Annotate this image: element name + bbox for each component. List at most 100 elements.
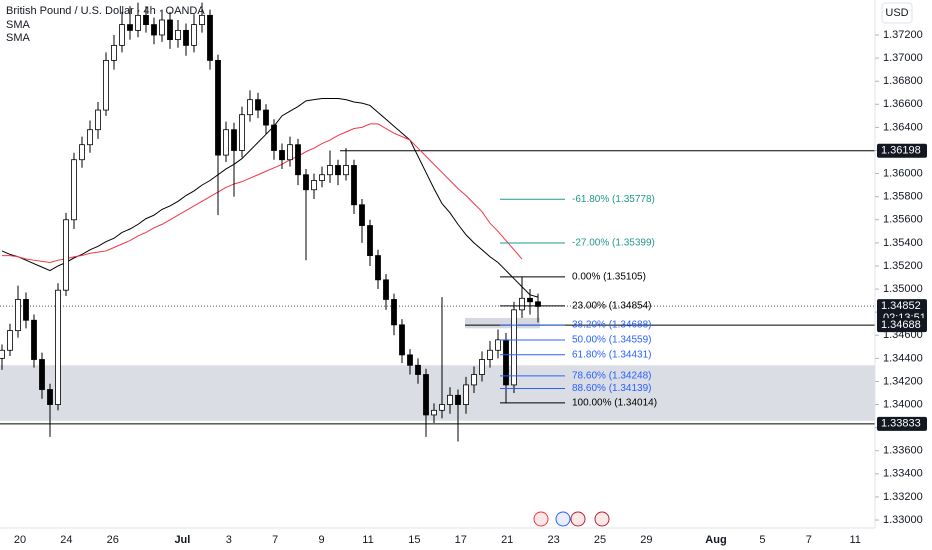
y-tick-label: 1.37000 [883, 52, 923, 64]
candle-body [175, 29, 181, 41]
fib-label: -61.80% (1.35778) [572, 194, 655, 205]
x-tick-label: Jul [174, 534, 190, 546]
candle-body [255, 99, 261, 111]
axes: 1.372001.370001.368001.366001.364001.362… [14, 29, 927, 546]
legend-entry: SMA [6, 32, 31, 44]
candle-body [0, 349, 5, 359]
zone [465, 317, 540, 329]
candle-body [15, 299, 21, 332]
x-tick-label: 17 [455, 534, 467, 546]
y-tick-label: 1.33400 [883, 468, 923, 480]
x-tick-label: 9 [319, 534, 325, 546]
y-tick-label: 1.33600 [883, 445, 923, 457]
candle-body [503, 339, 509, 386]
fib-label: 23.00% (1.34854) [572, 301, 652, 312]
candle-body [279, 150, 285, 161]
event-icon[interactable] [570, 511, 586, 527]
candle-body [207, 14, 213, 61]
candle-body [167, 19, 173, 41]
candle-body [511, 309, 517, 386]
y-tick-label: 1.34200 [883, 375, 923, 387]
x-tick-label: 29 [640, 534, 652, 546]
x-tick-label: 26 [107, 534, 119, 546]
candle-body [63, 219, 69, 291]
price-axis-panel [875, 0, 932, 528]
candle-body [439, 404, 445, 411]
x-tick-label: 24 [60, 534, 72, 546]
x-tick-label: 11 [362, 534, 373, 546]
event-icon[interactable] [594, 511, 610, 527]
candle-body [111, 44, 117, 61]
fib-label: 61.80% (1.34431) [572, 349, 652, 360]
candle-body [55, 289, 61, 405]
candle-body [199, 14, 205, 25]
candle-body [47, 389, 53, 405]
candle-body [23, 299, 29, 321]
price-label-box [877, 318, 927, 333]
x-tick-label: 25 [594, 534, 606, 546]
candle-body [367, 225, 373, 256]
zone [0, 365, 875, 421]
candle-body [463, 384, 469, 405]
candle-body [239, 114, 245, 151]
y-tick-label: 1.36800 [883, 75, 923, 87]
candle-body [399, 324, 405, 356]
y-tick-label: 1.34600 [883, 329, 923, 341]
price-label: 1.36198 [881, 145, 921, 157]
y-tick-label: 1.36600 [883, 98, 923, 110]
event-icons[interactable] [533, 511, 610, 527]
x-tick-label: 5 [759, 534, 765, 546]
candle-body [519, 297, 525, 311]
candle-body [527, 297, 533, 303]
candle-body [455, 394, 461, 405]
y-tick-label: 1.37200 [883, 29, 923, 41]
candle-body [447, 394, 453, 405]
price-label: 1.33833 [881, 418, 921, 430]
candle-body [39, 359, 45, 390]
y-tick-label: 1.35000 [883, 283, 923, 295]
event-icon[interactable] [555, 511, 571, 527]
y-tick-label: 1.34400 [883, 352, 923, 364]
y-tick-label: 1.35400 [883, 237, 923, 249]
x-tick-label: 15 [408, 534, 420, 546]
candle-body [391, 299, 397, 326]
candle-body [415, 364, 421, 375]
candle-body [287, 144, 293, 161]
candle-body [359, 204, 365, 226]
y-tick-label: 1.35800 [883, 191, 923, 203]
candle-body [119, 24, 125, 46]
candle-body [87, 129, 93, 146]
y-tick-label: 1.33200 [883, 491, 923, 503]
candle-body [335, 165, 341, 176]
x-tick-label: 7 [272, 534, 278, 546]
sma-line [2, 123, 523, 264]
candle-body [79, 144, 85, 161]
fib-label: 78.60% (1.34248) [572, 371, 652, 382]
candle-body [303, 174, 309, 191]
y-tick-label: 1.35200 [883, 260, 923, 272]
candle-body [31, 319, 37, 360]
x-tick-label: Aug [705, 534, 726, 546]
price-label-box [877, 416, 927, 431]
x-tick-label: 3 [226, 534, 232, 546]
x-tick-label: 23 [547, 534, 559, 546]
fib-label: 100.00% (1.34014) [572, 398, 657, 409]
fib-label: 0.00% (1.35105) [572, 272, 646, 283]
y-tick-label: 1.36000 [883, 167, 923, 179]
candle-body [95, 109, 101, 131]
event-icon[interactable] [533, 511, 549, 527]
candle-body [191, 24, 197, 46]
y-tick-label: 1.36400 [883, 121, 923, 133]
candle-body [143, 14, 149, 25]
candle-body [311, 180, 317, 191]
y-tick-label: 1.34000 [883, 398, 923, 410]
candle-body [231, 129, 237, 151]
legend-entry: SMA [6, 19, 31, 31]
candle-body [103, 59, 109, 111]
currency-box[interactable] [881, 2, 913, 24]
candle-body [319, 174, 325, 181]
plot-area: -61.80% (1.35778) -27.00% (1.35399) 0.00% … [0, 2, 875, 442]
price-label: 1.34688 [881, 319, 921, 331]
